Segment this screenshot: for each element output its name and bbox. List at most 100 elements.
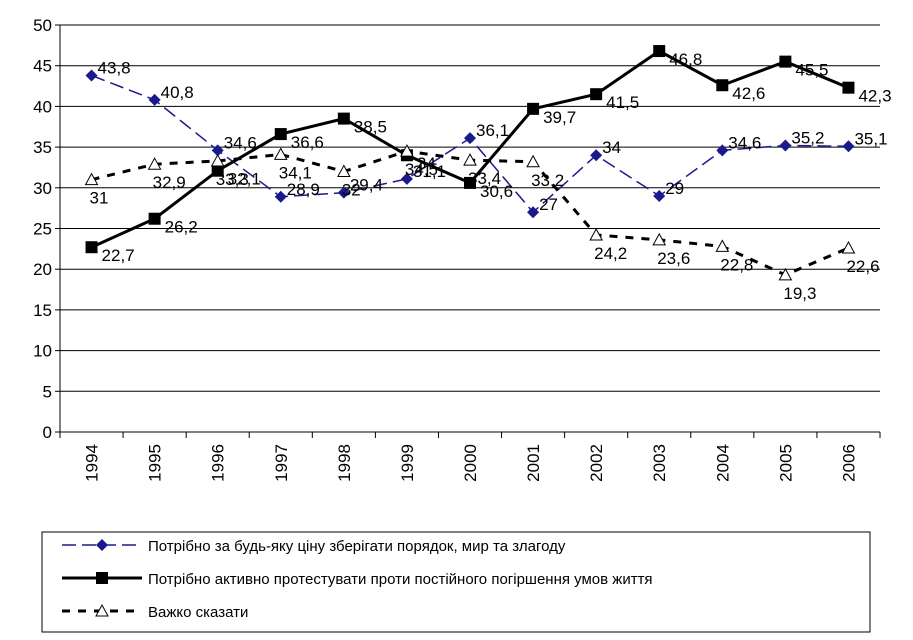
- legend-marker: [96, 539, 108, 551]
- data-label: 29,4: [350, 176, 383, 195]
- data-label: 39,7: [543, 108, 576, 127]
- data-label: 27: [539, 195, 558, 214]
- data-label: 23,6: [657, 249, 690, 268]
- x-tick-label: 2006: [839, 444, 858, 482]
- legend-label: Потрібно активно протестувати проти пост…: [148, 571, 653, 588]
- data-label: 32,9: [153, 173, 186, 192]
- legend-label: Важко сказати: [148, 604, 248, 621]
- point: [85, 69, 98, 82]
- data-label: 31,1: [413, 162, 446, 181]
- point: [464, 132, 476, 145]
- point: [337, 164, 351, 178]
- point: [527, 206, 540, 219]
- data-label: 46,8: [669, 50, 702, 69]
- point: [464, 176, 476, 189]
- data-label: 34,5: [405, 160, 438, 179]
- point: [653, 189, 666, 202]
- y-tick-label: 10: [33, 342, 52, 361]
- data-label: 28,9: [287, 180, 320, 199]
- point: [148, 212, 161, 225]
- point: [715, 239, 730, 252]
- y-tick-label: 50: [33, 16, 52, 35]
- data-label: 26,2: [165, 218, 198, 237]
- data-label: 22,7: [102, 246, 135, 265]
- y-tick-label: 25: [33, 220, 52, 239]
- point: [841, 240, 856, 254]
- point: [210, 153, 225, 167]
- y-tick-label: 20: [33, 260, 52, 279]
- x-tick-label: 1994: [83, 444, 102, 482]
- point: [85, 241, 98, 254]
- x-tick-label: 1998: [335, 444, 354, 482]
- point: [84, 172, 99, 186]
- x-tick-label: 2000: [461, 444, 480, 482]
- data-label: 33,4: [468, 169, 501, 188]
- point: [463, 153, 477, 166]
- data-label: 35,2: [791, 128, 824, 147]
- data-label: 36,1: [476, 121, 509, 140]
- y-tick-label: 40: [33, 97, 52, 116]
- data-label: 34,6: [224, 133, 257, 152]
- point: [274, 128, 287, 141]
- point: [716, 79, 729, 92]
- data-label: 41,5: [606, 93, 639, 112]
- point: [653, 45, 666, 58]
- data-label: 32,1: [228, 170, 261, 189]
- y-tick-label: 30: [33, 179, 52, 198]
- data-label: 40,8: [161, 83, 194, 102]
- data-label: 33,2: [531, 171, 564, 190]
- point: [779, 55, 792, 68]
- x-tick-label: 1999: [398, 444, 417, 482]
- x-tick-label: 2002: [587, 444, 606, 482]
- y-tick-label: 15: [33, 301, 52, 320]
- point: [337, 186, 350, 199]
- point: [590, 149, 603, 162]
- data-label: 42,6: [732, 84, 765, 103]
- point: [589, 227, 603, 241]
- data-label: 34,6: [728, 133, 761, 152]
- point: [842, 81, 855, 94]
- point: [842, 140, 855, 153]
- data-label: 32: [342, 181, 361, 200]
- legend-label: Потрібно за будь-яку ціну зберігати поря…: [148, 538, 566, 555]
- point: [652, 232, 667, 246]
- point: [337, 112, 350, 125]
- point: [527, 102, 540, 115]
- x-tick-label: 2003: [650, 444, 669, 482]
- data-label: 19,3: [783, 284, 816, 303]
- data-label: 30,6: [480, 182, 513, 201]
- y-tick-label: 0: [43, 423, 52, 442]
- x-tick-label: 2004: [713, 444, 732, 482]
- data-label: 42,3: [858, 87, 891, 106]
- point: [273, 147, 288, 160]
- point: [716, 144, 729, 157]
- y-tick-label: 35: [33, 138, 52, 157]
- data-label: 34,1: [279, 163, 312, 182]
- data-label: 38,5: [354, 118, 387, 137]
- y-tick-label: 5: [43, 382, 52, 401]
- data-label: 22,6: [846, 257, 879, 276]
- y-tick-label: 45: [33, 57, 52, 76]
- point: [211, 144, 224, 157]
- point: [778, 267, 793, 281]
- x-tick-label: 1996: [209, 444, 228, 482]
- point: [148, 93, 161, 106]
- x-tick-label: 1997: [272, 444, 291, 482]
- legend-marker: [96, 572, 108, 584]
- data-label: 45,5: [795, 61, 828, 80]
- point: [590, 88, 603, 101]
- data-label: 33,3: [216, 170, 249, 189]
- point: [147, 157, 162, 170]
- legend-marker: [95, 603, 109, 617]
- point: [400, 144, 414, 157]
- data-label: 24,2: [594, 244, 627, 263]
- data-label: 34: [602, 138, 621, 157]
- data-label: 36,6: [291, 133, 324, 152]
- legend-box: [41, 531, 871, 633]
- data-label: 31: [90, 189, 109, 208]
- x-tick-label: 2001: [524, 444, 543, 482]
- data-label: 29: [665, 179, 684, 198]
- x-tick-label: 1995: [146, 444, 165, 482]
- x-tick-label: 2005: [776, 444, 795, 482]
